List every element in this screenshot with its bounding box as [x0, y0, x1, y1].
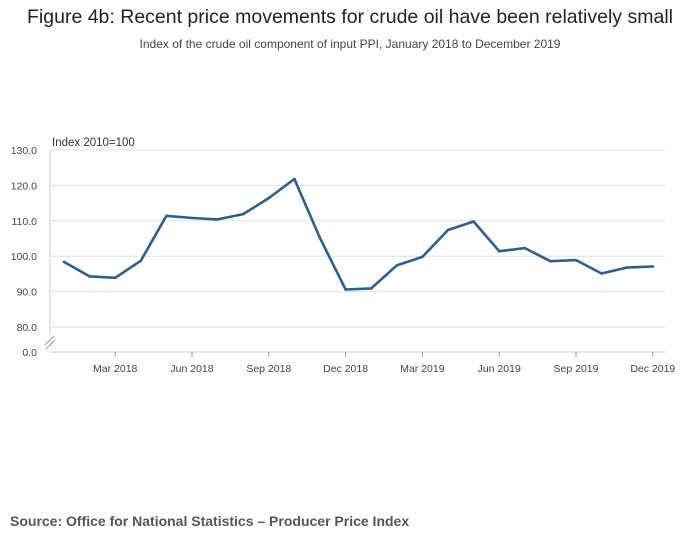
data-point	[395, 264, 399, 267]
y-tick-label: 120.0	[11, 180, 37, 192]
data-point	[574, 258, 578, 262]
chart-subtitle: Index of the crude oil component of inpu…	[139, 37, 561, 51]
x-tick-label: Mar 2019	[400, 363, 445, 375]
y-tick-label: 110.0	[12, 216, 38, 228]
y-tick-label: 80.0	[17, 322, 38, 334]
y-tick-label: 100.0	[11, 251, 37, 263]
x-tick-label: Sep 2018	[246, 363, 291, 375]
x-tick-label: Dec 2019	[630, 363, 675, 375]
y-tick-label: 0.0	[22, 347, 37, 359]
y-axis-label: Index 2010=100	[52, 137, 135, 149]
x-tick-label: Mar 2018	[93, 363, 138, 375]
y-tick-label: 130.0	[11, 145, 37, 157]
gridlines	[50, 149, 665, 328]
x-axis-tick-labels: Mar 2018 Jun 2018 Sep 2018 Dec 2018 Mar 2019…	[93, 363, 675, 375]
x-tick-label: Dec 2018	[323, 363, 368, 375]
data-point	[165, 214, 168, 218]
data-point	[344, 288, 347, 291]
data-point	[113, 276, 117, 280]
x-tick-label: Jun 2018	[170, 363, 213, 375]
data-point	[472, 220, 475, 223]
data-point	[625, 266, 629, 269]
data-point	[88, 275, 91, 278]
data-point	[421, 255, 424, 259]
data-point	[600, 272, 603, 275]
x-tick-label: Sep 2019	[554, 363, 599, 375]
data-point	[523, 246, 527, 250]
data-point	[139, 259, 143, 263]
data-point	[216, 218, 219, 221]
x-tick-label: Jun 2019	[478, 363, 521, 375]
source-note: Source: Office for National Statistics –…	[10, 513, 410, 529]
data-point	[318, 236, 322, 240]
series-line	[62, 177, 655, 291]
data-point	[62, 260, 66, 264]
data-point	[190, 216, 194, 220]
y-tick-label: 90.0	[17, 287, 38, 299]
data-point	[293, 177, 296, 181]
series-layer	[62, 177, 655, 291]
data-point	[369, 287, 373, 290]
data-point	[241, 212, 245, 216]
data-point	[446, 228, 450, 232]
data-point	[651, 265, 655, 268]
data-point	[497, 249, 501, 253]
y-axis-tick-labels: 130.0 120.0 110.0 100.0 90.0 80.0 0.0	[11, 145, 37, 359]
axis-break-marker	[44, 335, 56, 350]
data-point	[267, 196, 271, 200]
axes	[44, 150, 665, 357]
chart-title: Figure 4b: Recent price movements for cr…	[27, 6, 673, 28]
data-point	[549, 259, 552, 263]
